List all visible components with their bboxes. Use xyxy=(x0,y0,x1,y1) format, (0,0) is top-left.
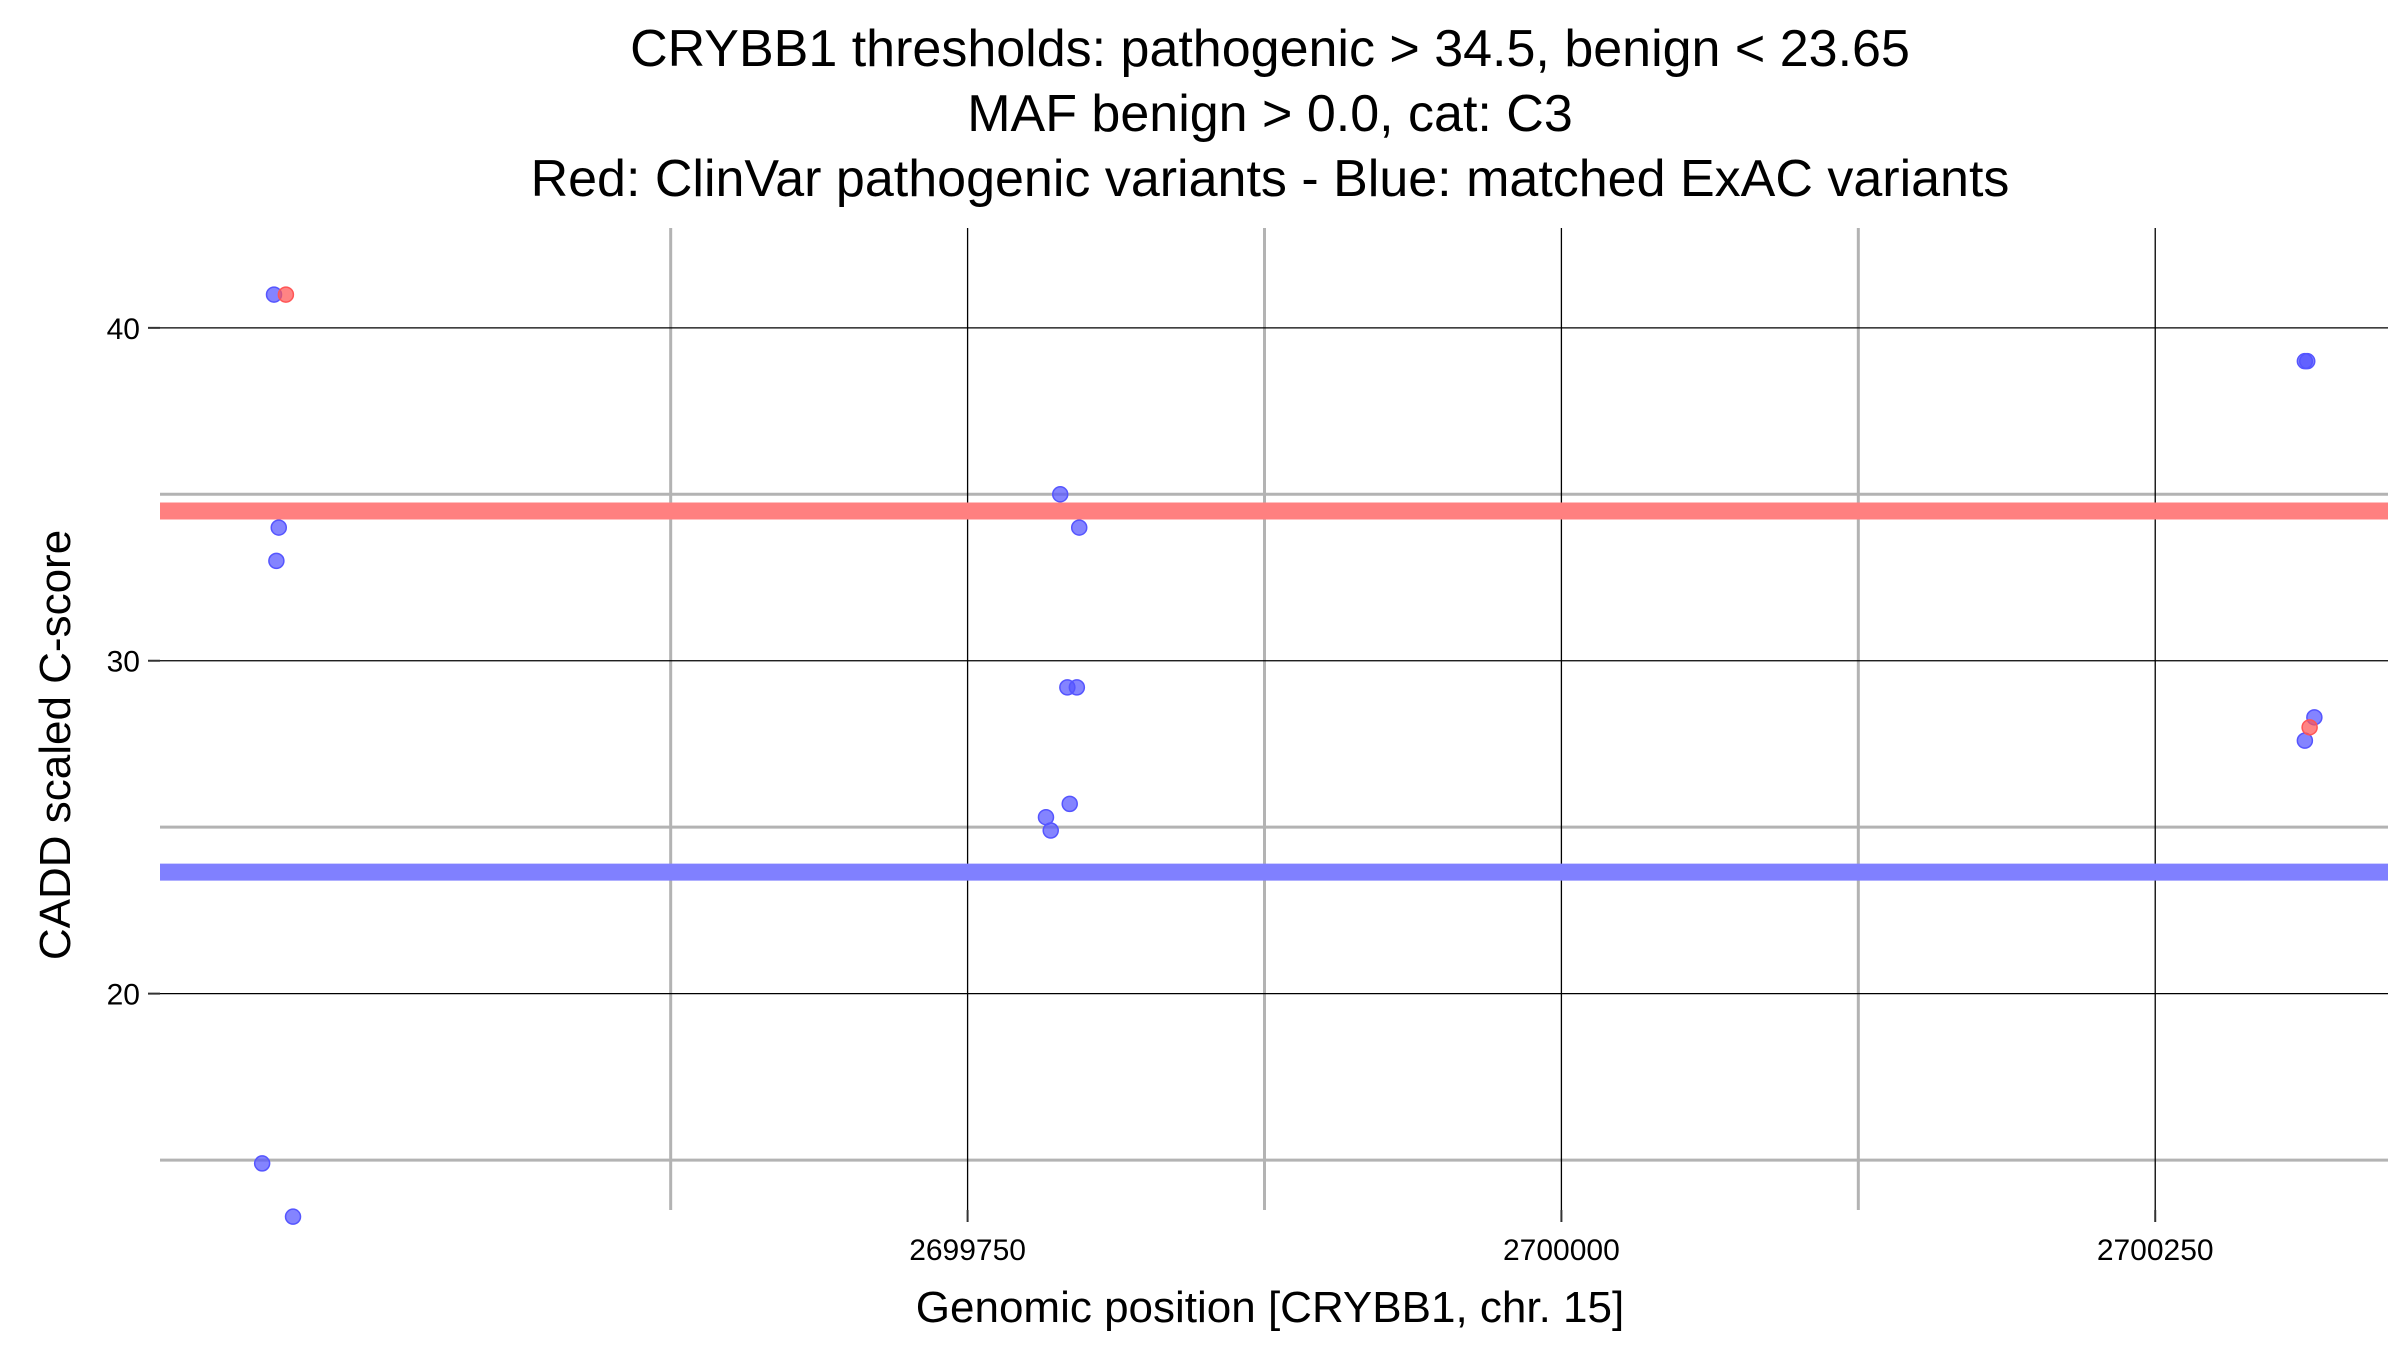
title-line-1: CRYBB1 thresholds: pathogenic > 34.5, be… xyxy=(630,20,1910,78)
x-axis-label: Genomic position [CRYBB1, chr. 15] xyxy=(916,1283,1624,1332)
title-line-2: MAF benign > 0.0, cat: C3 xyxy=(967,85,1573,143)
y-axis-label: CADD scaled C-score xyxy=(31,530,80,960)
point-s0-4 xyxy=(284,1208,302,1225)
x-tick-label-1: 2700000 xyxy=(1503,1234,1620,1267)
title-line-3: Red: ClinVar pathogenic variants - Blue:… xyxy=(531,150,2010,208)
y-tick-label-2: 40 xyxy=(107,313,140,346)
point-s0-13 xyxy=(2298,352,2316,370)
point-s0-11 xyxy=(1042,822,1059,839)
y-axis-ticks: 20 30 40 xyxy=(107,313,160,1012)
y-tick-label-0: 20 xyxy=(107,979,140,1012)
point-s0-8 xyxy=(1068,679,1086,696)
x-axis-ticks: 2699750 2700000 2700250 xyxy=(909,1210,2214,1267)
x-tick-label-0: 2699750 xyxy=(909,1234,1026,1267)
point-s0-5 xyxy=(1051,486,1069,503)
point-s0-2 xyxy=(268,552,285,570)
chart-title: CRYBB1 thresholds: pathogenic > 34.5, be… xyxy=(531,20,2010,208)
point-s1-0 xyxy=(277,286,295,303)
minor-gridlines xyxy=(160,228,2388,1210)
threshold-lines xyxy=(160,502,2388,881)
point-s0-3 xyxy=(253,1155,271,1172)
data-points xyxy=(253,286,2323,1225)
point-s0-9 xyxy=(1061,795,1078,813)
point-s0-6 xyxy=(1070,519,1088,536)
point-s1-1 xyxy=(2301,719,2318,736)
major-gridlines xyxy=(160,228,2388,1210)
y-tick-label-1: 30 xyxy=(107,646,140,679)
x-tick-label-2: 2700250 xyxy=(2097,1234,2214,1267)
point-s0-1 xyxy=(270,519,288,536)
